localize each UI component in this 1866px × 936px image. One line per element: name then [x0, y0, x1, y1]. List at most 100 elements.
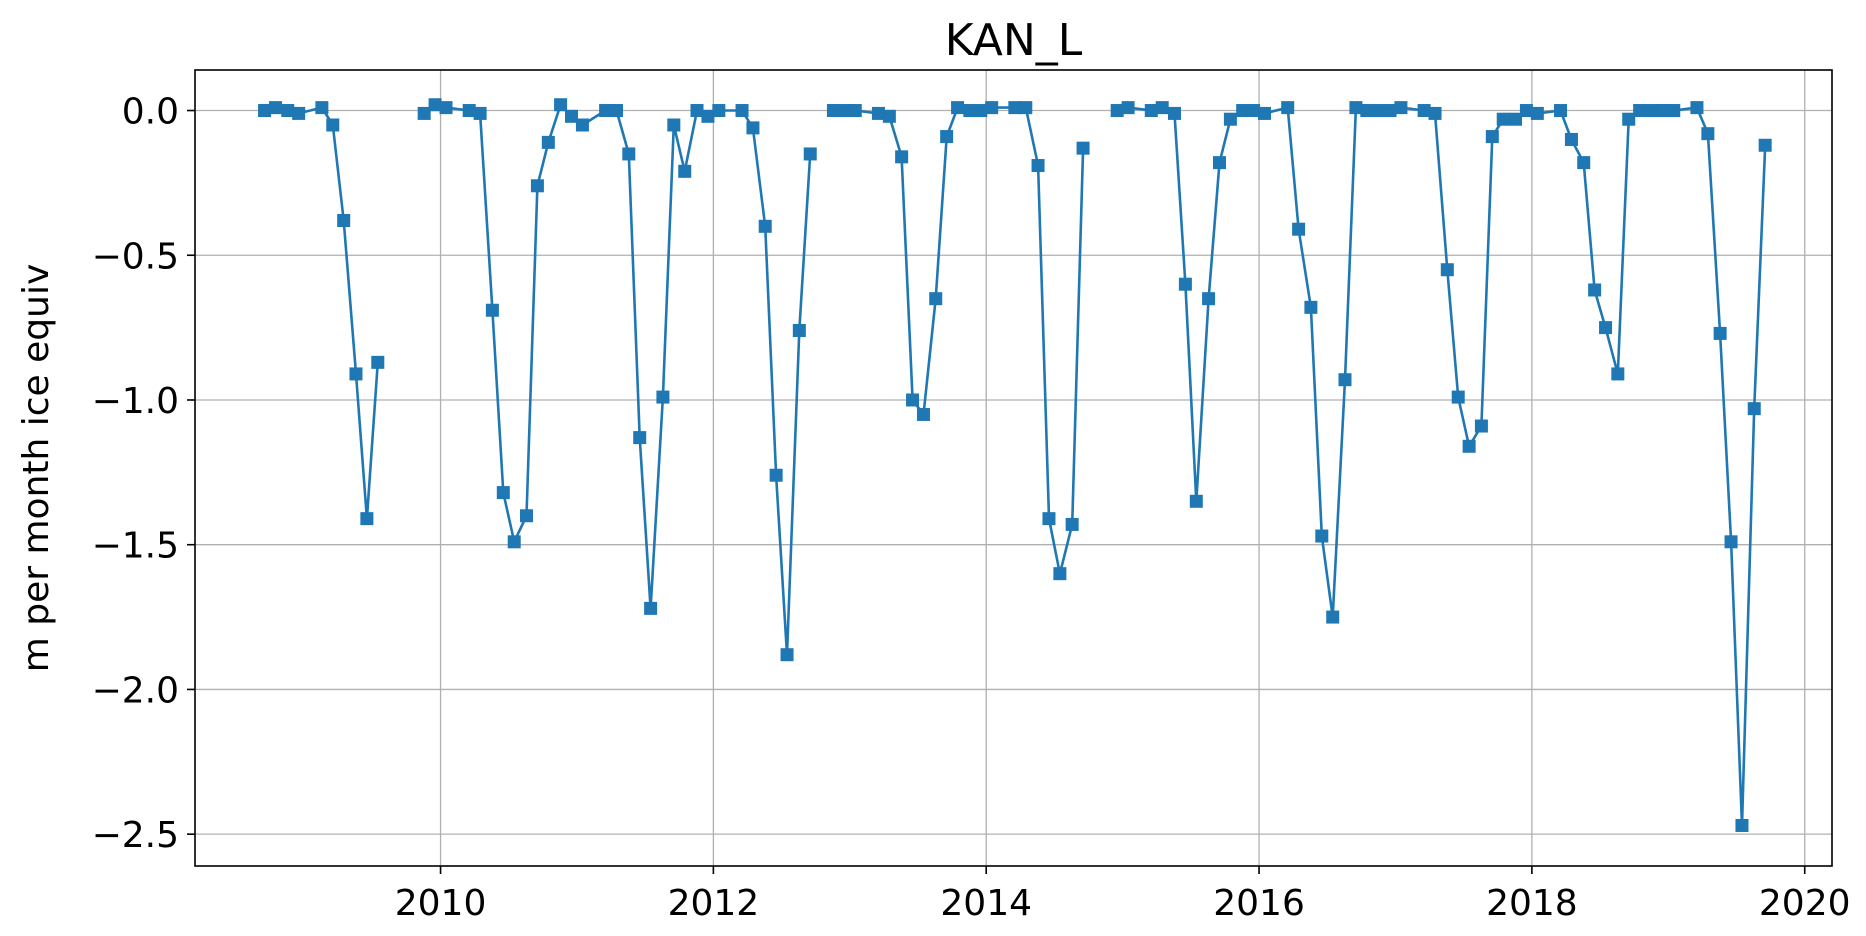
y-tick-label: −2.5 — [92, 815, 179, 856]
data-point — [916, 407, 930, 421]
x-tick-label: 2012 — [668, 883, 760, 924]
data-point — [792, 324, 806, 338]
data-point — [667, 118, 681, 132]
data-point — [826, 104, 840, 118]
y-tick-label: 0.0 — [122, 92, 179, 133]
data-point — [895, 150, 909, 164]
data-point — [633, 431, 647, 445]
data-point — [1440, 263, 1454, 277]
data-point — [1713, 326, 1727, 340]
data-point — [610, 104, 624, 118]
x-tick-label: 2020 — [1759, 883, 1851, 924]
data-point — [985, 101, 999, 115]
data-point — [1474, 419, 1488, 433]
data-point — [1212, 156, 1226, 170]
data-point — [1144, 104, 1158, 118]
data-point — [1485, 130, 1499, 144]
data-point — [1019, 101, 1033, 115]
data-point — [1588, 283, 1602, 297]
data-point — [882, 109, 896, 123]
data-point — [780, 648, 794, 662]
data-point — [1417, 104, 1431, 118]
series-line-segment — [833, 106, 1085, 576]
data-point — [1599, 321, 1613, 335]
data-point — [1758, 138, 1772, 152]
data-point — [1622, 112, 1636, 126]
data-point — [575, 118, 589, 132]
series-line — [264, 103, 1767, 827]
y-tick-label: −0.5 — [92, 236, 179, 277]
data-point — [337, 214, 351, 228]
data-point — [1236, 104, 1250, 118]
data-point — [1121, 101, 1135, 115]
data-point — [496, 486, 510, 500]
data-point — [485, 303, 499, 317]
data-point — [428, 98, 442, 112]
data-point — [678, 164, 692, 178]
data-point — [1735, 818, 1749, 832]
data-point — [735, 104, 749, 118]
series-line-segment — [1116, 106, 1767, 827]
data-point — [1042, 512, 1056, 526]
data-point — [1065, 517, 1079, 531]
data-point — [1326, 610, 1340, 624]
data-point — [1223, 112, 1237, 126]
series-line-segment — [264, 106, 380, 521]
data-point — [1690, 101, 1704, 115]
data-point — [1656, 104, 1670, 118]
data-point — [1110, 104, 1124, 118]
data-point — [1202, 292, 1216, 306]
series-line-segment — [423, 103, 812, 657]
data-point — [1281, 101, 1295, 115]
x-tick-label: 2014 — [940, 883, 1032, 924]
data-point — [1564, 132, 1578, 146]
data-point — [1451, 390, 1465, 404]
data-point — [1008, 101, 1022, 115]
data-point — [1667, 104, 1681, 118]
data-point — [1031, 159, 1045, 173]
data-point — [554, 98, 568, 112]
data-point — [1178, 277, 1192, 291]
data-point — [1724, 535, 1738, 549]
data-point — [1428, 106, 1442, 120]
data-point — [258, 104, 272, 118]
data-point — [1189, 494, 1203, 508]
data-point — [417, 106, 431, 120]
data-point — [530, 179, 544, 193]
data-point — [712, 104, 726, 118]
data-point — [1292, 222, 1306, 236]
data-point — [837, 104, 851, 118]
data-point — [565, 109, 579, 123]
data-point — [1509, 112, 1523, 126]
data-point — [1554, 104, 1568, 118]
data-point — [1349, 101, 1363, 115]
data-point — [1167, 106, 1181, 120]
data-point — [1701, 127, 1715, 141]
data-point — [541, 135, 555, 149]
data-point — [326, 118, 340, 132]
data-point — [1155, 101, 1169, 115]
data-point — [974, 104, 988, 118]
data-point — [656, 390, 670, 404]
y-tick-label: −1.0 — [92, 381, 179, 422]
data-point — [848, 104, 862, 118]
chart-title: KAN_L — [945, 15, 1083, 66]
data-point — [746, 121, 760, 135]
y-axis-label: m per month ice equiv — [16, 264, 57, 673]
data-point — [644, 601, 658, 615]
x-axis: 2010 2012 2014 2016 2018 2020 — [395, 866, 1851, 924]
data-point — [701, 109, 715, 123]
data-point — [906, 393, 920, 407]
data-point — [1747, 402, 1761, 416]
data-point — [1338, 373, 1352, 387]
data-point — [1383, 104, 1397, 118]
data-point — [951, 101, 965, 115]
data-point — [1530, 106, 1544, 120]
data-point — [462, 104, 476, 118]
data-point — [1394, 101, 1408, 115]
data-point — [1360, 104, 1374, 118]
data-point — [940, 130, 954, 144]
data-point — [769, 468, 783, 482]
data-point — [963, 104, 977, 118]
